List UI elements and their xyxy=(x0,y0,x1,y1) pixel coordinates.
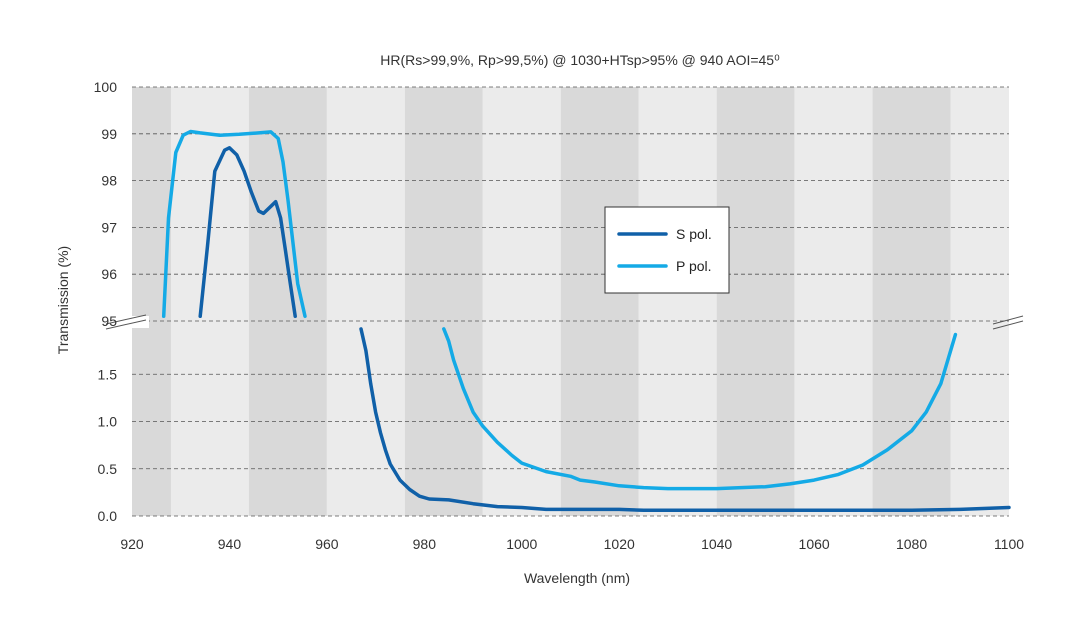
axis-break-mark xyxy=(105,319,147,330)
x-tick-label: 960 xyxy=(315,536,339,552)
background-bands xyxy=(132,87,1009,516)
y-tick-label: 1.5 xyxy=(98,366,118,382)
x-tick-label: 940 xyxy=(218,536,242,552)
y-tick-label: 99 xyxy=(101,126,117,142)
background-band xyxy=(482,87,561,516)
x-tick-label: 1020 xyxy=(604,536,635,552)
x-tick-label: 1040 xyxy=(701,536,732,552)
y-tick-label: 96 xyxy=(101,266,117,282)
x-tick-label: 1080 xyxy=(896,536,927,552)
axis-break-marks xyxy=(105,314,1024,330)
y-tick-label: 97 xyxy=(101,219,117,235)
background-band xyxy=(326,87,405,516)
legend-label-s-pol: S pol. xyxy=(676,226,712,242)
legend-label-p-pol: P pol. xyxy=(676,258,712,274)
grid-lines xyxy=(132,86,1009,517)
legend-box xyxy=(604,206,730,294)
background-band xyxy=(170,87,249,516)
series-lines xyxy=(161,129,1011,513)
axis-break-gap xyxy=(105,316,149,328)
y-axis-label: Transmission (%) xyxy=(55,246,71,354)
axis-break-mark xyxy=(992,315,1024,325)
background-band xyxy=(716,87,795,516)
background-band xyxy=(248,87,327,516)
series-line-p-pol xyxy=(442,327,958,491)
x-tick-label: 1060 xyxy=(799,536,830,552)
background-band xyxy=(794,87,873,516)
series-line-s-pol xyxy=(359,327,1011,513)
y-tick-label: 100 xyxy=(94,79,118,95)
y-tick-label: 1.0 xyxy=(98,414,118,430)
series-line-p-pol xyxy=(161,129,307,319)
background-band xyxy=(560,87,639,516)
y-tick-label: 0.0 xyxy=(98,508,118,524)
x-tick-label: 1100 xyxy=(994,536,1024,552)
axis-break-mark xyxy=(105,314,147,325)
y-tick-labels: 95 96 97 98 99 100 0.0 0.5 1.0 1.5 xyxy=(94,79,118,524)
x-tick-label: 920 xyxy=(120,536,144,552)
background-band xyxy=(404,87,483,516)
axis-break-mark xyxy=(992,320,1024,330)
x-tick-label: 980 xyxy=(413,536,437,552)
x-axis-label: Wavelength (nm) xyxy=(524,570,630,586)
y-tick-label: 0.5 xyxy=(98,461,118,477)
series-line-s-pol xyxy=(198,146,297,319)
y-tick-label: 95 xyxy=(101,313,117,329)
background-band xyxy=(950,87,1009,516)
chart-title: HR(Rs>99,9%, Rp>99,5%) @ 1030+HTsp>95% @… xyxy=(380,52,780,68)
background-band xyxy=(638,87,717,516)
y-tick-label: 98 xyxy=(101,173,117,189)
background-band xyxy=(872,87,951,516)
legend: S pol. P pol. xyxy=(604,206,730,294)
x-tick-labels: 920 940 960 980 1000 1020 1040 1060 1080 1100 xyxy=(120,536,1024,552)
x-tick-label: 1000 xyxy=(506,536,537,552)
